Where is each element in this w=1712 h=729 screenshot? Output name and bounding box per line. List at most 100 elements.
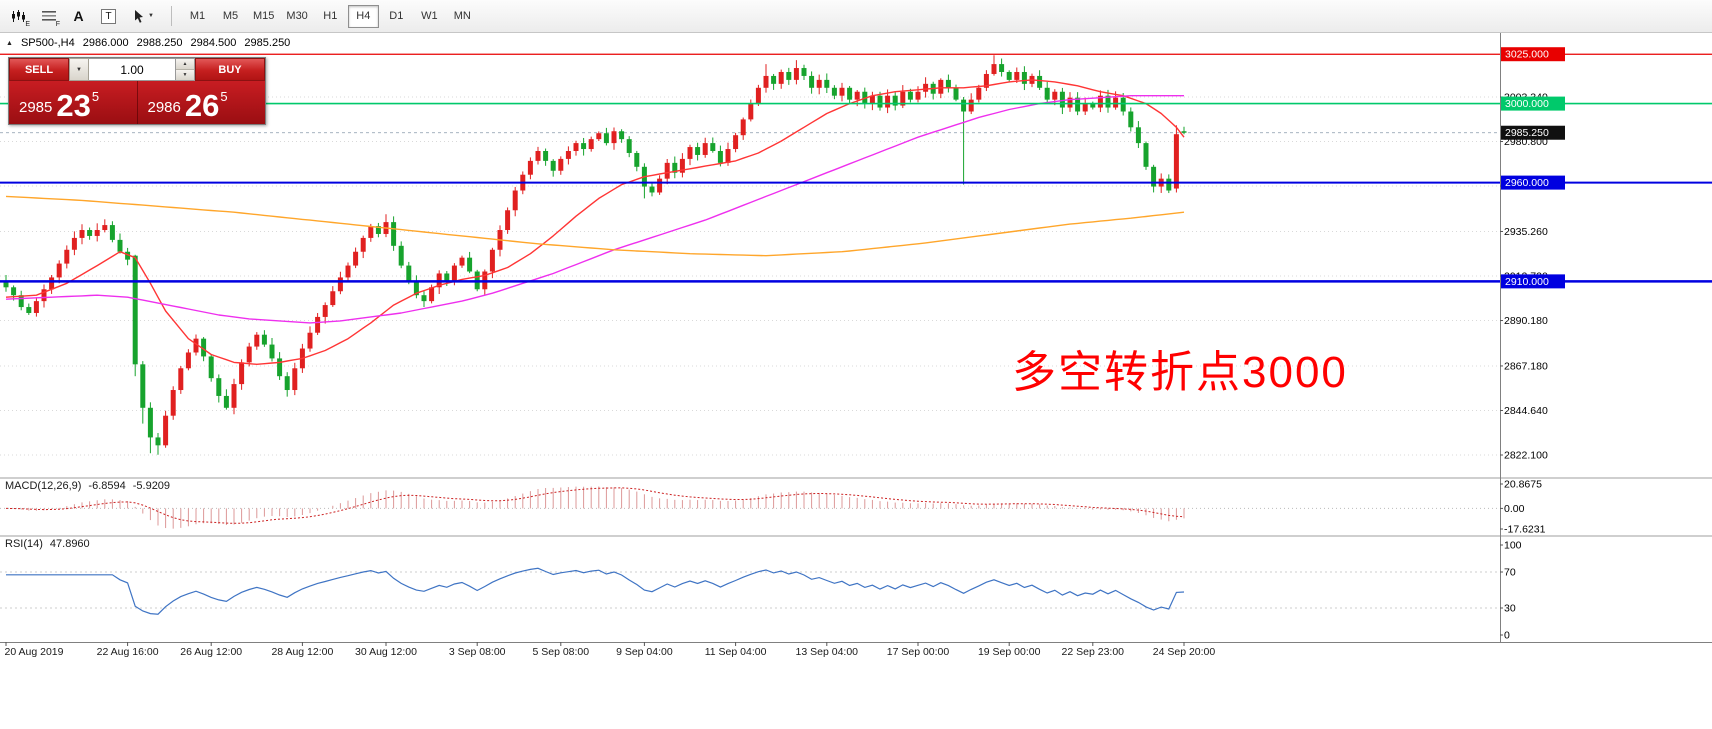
candle-body	[1052, 91, 1058, 100]
bar-low: 2984.500	[190, 37, 237, 49]
volume-input[interactable]	[89, 58, 176, 81]
chart-type-icon[interactable]: E	[5, 4, 32, 29]
candle-body	[938, 79, 944, 94]
one-click-trading-panel: SELL ▼ ▲ ▼ BUY 2985 23 5 2986 26 5	[8, 57, 266, 125]
volume-down-button[interactable]: ▼	[176, 70, 194, 80]
sell-button[interactable]: SELL	[9, 58, 69, 81]
candle-body	[201, 338, 207, 357]
timeframe-H1[interactable]: H1	[315, 5, 346, 28]
candle-body	[1075, 97, 1081, 112]
candle-body	[801, 68, 807, 76]
cursor-tool-icon[interactable]: ▼	[125, 4, 161, 29]
timeframe-M1[interactable]: M1	[182, 5, 213, 28]
candle-body	[49, 277, 55, 290]
timeframe-M5[interactable]: M5	[215, 5, 246, 28]
volume-up-button[interactable]: ▲	[176, 59, 194, 70]
candlestick-series	[3, 55, 1187, 455]
chart-annotation[interactable]: 多空转折点3000	[1012, 348, 1348, 397]
svg-text:2890.180: 2890.180	[1504, 315, 1548, 327]
macd-signal-line[interactable]	[5, 487, 1185, 524]
candle-body	[619, 131, 625, 140]
candle-body	[892, 95, 898, 106]
timeframe-M15[interactable]: M15	[248, 5, 279, 28]
candle-body	[649, 186, 655, 193]
candle-body	[345, 265, 351, 278]
candle-body	[125, 251, 131, 260]
chart-canvas[interactable]: 20.8675 0.00 -17.6231 100 70 30 0 3003.3402980.…	[0, 33, 1712, 729]
collapse-triangle-icon[interactable]: ▲	[6, 39, 13, 47]
svg-text:3000.000: 3000.000	[1505, 98, 1549, 110]
buy-button[interactable]: BUY	[195, 58, 265, 81]
svg-text:3025.000: 3025.000	[1505, 49, 1549, 61]
timeframe-MN[interactable]: MN	[447, 5, 478, 28]
candle-body	[41, 289, 47, 302]
candle-body	[140, 364, 146, 408]
bid-price-display[interactable]: 2985 23 5	[9, 81, 138, 124]
candle-body	[18, 295, 24, 308]
candle-body	[543, 151, 549, 161]
candle-body	[664, 162, 670, 179]
candle-body	[603, 133, 609, 144]
rsi-line[interactable]	[6, 567, 1185, 615]
timeframe-D1[interactable]: D1	[381, 5, 412, 28]
candle-body	[672, 162, 678, 173]
candle-body	[1105, 95, 1111, 108]
candle-body	[1173, 134, 1179, 189]
candle-body	[178, 368, 184, 391]
ma-slow-line[interactable]	[5, 195, 1185, 257]
panel-separator-rsi[interactable]	[0, 535, 1712, 537]
candle-body	[254, 334, 260, 347]
candle-body	[581, 143, 587, 150]
candle-body	[459, 257, 465, 266]
svg-text:30 Aug 12:00: 30 Aug 12:00	[355, 646, 417, 658]
candle-body	[71, 237, 77, 250]
candle-body	[360, 237, 366, 252]
ask-main-digits: 26	[184, 87, 220, 123]
candle-body	[421, 295, 427, 302]
candle-body	[64, 249, 70, 264]
timeframe-H4[interactable]: H4	[347, 4, 379, 28]
volume-dropdown-button[interactable]: ▼	[69, 58, 89, 81]
candle-body	[915, 91, 921, 100]
svg-text:2822.100: 2822.100	[1504, 450, 1548, 462]
bid-prefix: 2985	[19, 99, 53, 116]
svg-text:17 Sep 00:00: 17 Sep 00:00	[887, 646, 950, 658]
candle-body	[695, 147, 701, 155]
ma-medium-line[interactable]	[5, 95, 1184, 324]
indicator-list-icon[interactable]: F	[35, 4, 62, 29]
candle-body	[923, 83, 929, 92]
volume-spinner: ▲ ▼	[176, 58, 195, 81]
candle-body	[1151, 166, 1157, 187]
candle-body	[1014, 71, 1020, 80]
svg-text:0.00: 0.00	[1504, 503, 1525, 515]
timeframe-W1[interactable]: W1	[414, 5, 445, 28]
candle-body	[999, 64, 1005, 72]
candle-body	[900, 91, 906, 106]
price-badge	[1501, 125, 1565, 140]
candle-body	[710, 143, 716, 152]
letter-a-glyph: A	[73, 8, 84, 24]
svg-text:0: 0	[1504, 630, 1510, 642]
svg-text:20 Aug 2019: 20 Aug 2019	[5, 646, 64, 658]
candle-body	[740, 119, 746, 136]
candle-body	[155, 437, 161, 446]
candle-body	[489, 249, 495, 272]
svg-text:26 Aug 12:00: 26 Aug 12:00	[180, 646, 242, 658]
candle-body	[1135, 127, 1141, 144]
candle-body	[824, 79, 830, 88]
arrow-label-tool-icon[interactable]: A	[65, 4, 92, 29]
timeframe-M30[interactable]: M30	[281, 5, 312, 28]
text-tool-icon[interactable]: T	[95, 4, 122, 29]
macd-value: -6.8594	[88, 480, 126, 492]
rsi-value: 47.8960	[49, 538, 90, 550]
panel-separator-macd[interactable]	[0, 477, 1712, 479]
candle-body	[778, 71, 784, 84]
candle-body	[444, 273, 450, 282]
icon-sub-label-e: E	[25, 20, 30, 28]
ask-price-display[interactable]: 2986 26 5	[138, 81, 266, 124]
svg-text:28 Aug 12:00: 28 Aug 12:00	[271, 646, 333, 658]
ma-fast-line[interactable]	[5, 79, 1185, 365]
ask-sup-digit: 5	[220, 89, 228, 104]
candle-body	[391, 222, 397, 246]
candle-body	[11, 287, 17, 296]
